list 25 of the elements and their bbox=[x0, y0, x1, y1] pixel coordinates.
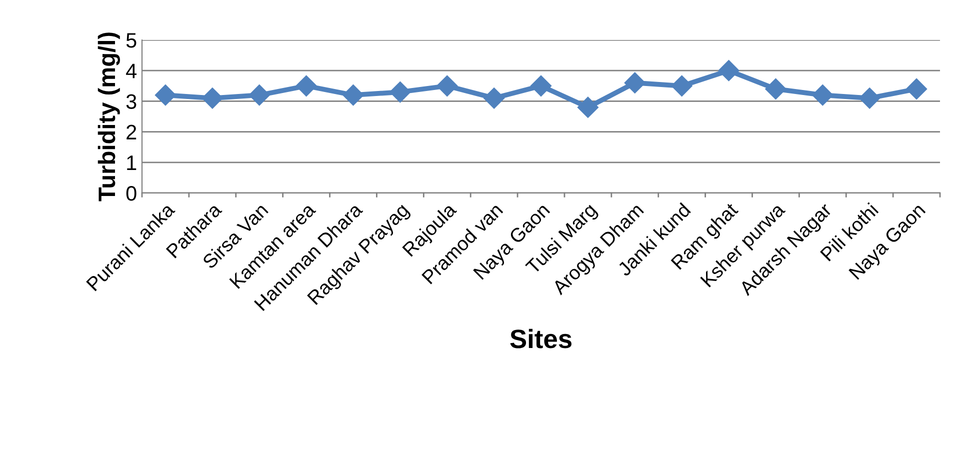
point bbox=[859, 88, 880, 109]
point bbox=[765, 78, 786, 100]
point bbox=[624, 72, 646, 94]
y-tick-label: 0 bbox=[126, 186, 136, 201]
point bbox=[436, 75, 458, 96]
y-tick-label: 1 bbox=[127, 156, 136, 170]
point bbox=[248, 84, 270, 106]
point bbox=[671, 75, 692, 96]
x-axis-title: Sites bbox=[510, 328, 572, 348]
y-tick-label: 3 bbox=[126, 94, 136, 109]
point bbox=[906, 78, 928, 100]
point bbox=[390, 82, 411, 103]
point bbox=[296, 75, 317, 96]
point bbox=[154, 84, 176, 106]
point bbox=[484, 88, 505, 109]
point bbox=[718, 60, 740, 82]
y-axis-title: Turbidity (mg/l) bbox=[98, 32, 120, 202]
point bbox=[202, 88, 223, 109]
point bbox=[812, 84, 834, 106]
point bbox=[530, 75, 552, 96]
y-tick-label: 4 bbox=[126, 64, 137, 78]
y-tick-label: 2 bbox=[126, 124, 136, 140]
y-tick-label: 5 bbox=[126, 33, 136, 48]
point bbox=[342, 84, 364, 106]
point bbox=[577, 96, 598, 118]
